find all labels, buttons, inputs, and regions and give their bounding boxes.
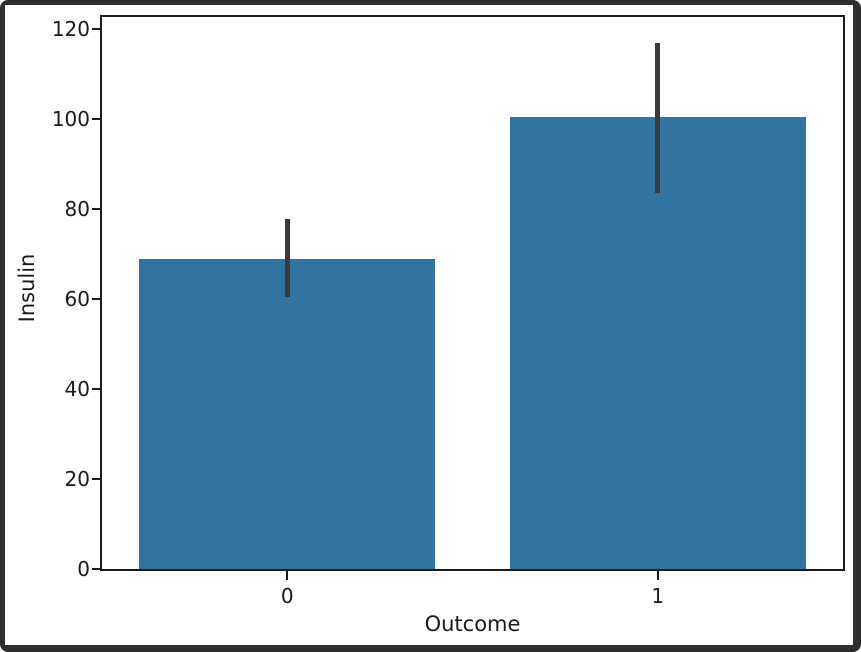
x-tick-label: 0 bbox=[280, 584, 294, 608]
x-tick-label: 1 bbox=[651, 584, 665, 608]
y-axis-tick bbox=[92, 568, 100, 570]
y-tick-label: 60 bbox=[64, 286, 90, 311]
y-axis-tick bbox=[92, 117, 100, 120]
y-tick-label: 100 bbox=[51, 106, 90, 131]
y-tick-label: 20 bbox=[64, 466, 90, 491]
bar bbox=[139, 259, 436, 569]
y-axis-tick bbox=[92, 207, 100, 210]
y-axis-tick bbox=[92, 297, 100, 300]
x-axis-tick bbox=[286, 571, 289, 580]
y-axis-tick bbox=[92, 387, 100, 390]
plot-area bbox=[100, 15, 845, 571]
x-axis-tick bbox=[656, 571, 659, 580]
y-tick-label: 80 bbox=[64, 196, 90, 221]
error-bar bbox=[284, 219, 290, 298]
error-bar bbox=[655, 42, 661, 194]
figure-canvas: 0 20 40 60 80 100 120 0 1 Outcome Insulin bbox=[5, 5, 853, 645]
y-tick-label: 0 bbox=[77, 557, 90, 581]
y-tick-label: 120 bbox=[51, 16, 90, 41]
y-axis-tick bbox=[92, 27, 100, 30]
y-tick-label: 40 bbox=[64, 376, 90, 401]
y-axis-label: Insulin bbox=[15, 253, 39, 323]
x-axis-label: Outcome bbox=[424, 612, 521, 636]
plot-overlay: 0 20 40 60 80 100 120 0 1 bbox=[52, 17, 843, 608]
y-axis-tick bbox=[92, 477, 100, 480]
